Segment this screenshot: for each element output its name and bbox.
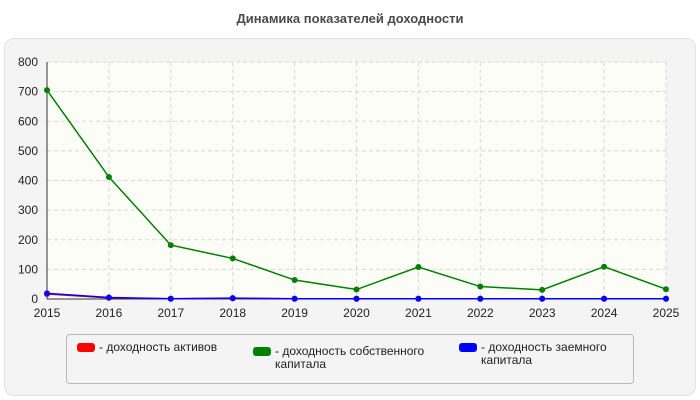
data-point: [539, 295, 546, 302]
x-tick-label: 2018: [219, 306, 246, 320]
x-tick-label: 2020: [343, 306, 370, 320]
data-point: [291, 295, 298, 302]
legend-item-debt: - доходность заемного капитала: [459, 341, 641, 367]
data-point: [167, 295, 174, 302]
series-2: [44, 290, 669, 302]
x-tick-labels: 2015 2016 2017 2018 2019 2020 2021 2022 2023 2024…: [34, 306, 680, 320]
y-tick-labels: 0 100 200 300 400 500 600 700 800: [18, 55, 38, 306]
y-tick-label: 800: [18, 55, 38, 69]
data-point: [353, 295, 360, 302]
data-point: [105, 173, 112, 180]
data-point: [105, 294, 112, 301]
y-tick-label: 600: [18, 114, 38, 128]
y-tick-label: 0: [31, 292, 38, 306]
data-point: [477, 283, 484, 290]
legend-swatch-green: [253, 347, 271, 356]
x-tick-label: 2025: [653, 306, 680, 320]
y-tick-label: 500: [18, 144, 38, 158]
data-point: [601, 295, 608, 302]
x-tick-label: 2024: [591, 306, 618, 320]
x-tick-label: 2023: [529, 306, 556, 320]
x-tick-label: 2016: [96, 306, 123, 320]
data-point: [167, 242, 174, 249]
y-tick-label: 300: [18, 203, 38, 217]
series-1: [44, 87, 669, 293]
legend-item-assets: - доходность активов: [77, 341, 259, 354]
chart-title: Динамика показателей доходности: [236, 11, 464, 26]
data-point: [44, 290, 50, 297]
data-point: [229, 255, 236, 262]
data-point: [539, 286, 546, 293]
legend-swatch-red: [77, 343, 95, 352]
y-tick-label: 700: [18, 85, 38, 99]
y-tick-label: 400: [18, 174, 38, 188]
data-point: [291, 277, 298, 284]
data-point: [229, 295, 236, 302]
x-tick-label: 2021: [405, 306, 432, 320]
x-tick-label: 2017: [157, 306, 184, 320]
data-point: [353, 286, 360, 293]
legend-swatch-blue: [459, 343, 477, 352]
data-point: [44, 87, 50, 94]
data-point: [663, 286, 669, 293]
x-tick-label: 2015: [34, 306, 61, 320]
y-tick-label: 100: [18, 262, 38, 276]
data-point: [663, 295, 669, 302]
legend: - доходность активов - доходность собств…: [66, 334, 634, 384]
legend-label: - доходность активов: [99, 340, 218, 354]
y-tick-label: 200: [18, 233, 38, 247]
data-point: [601, 263, 608, 270]
legend-label: - доходность заемного капитала: [481, 340, 607, 367]
data-point: [415, 264, 422, 271]
data-point: [415, 295, 422, 302]
legend-label: - доходность собственного капитала: [275, 344, 425, 371]
series-lines: [44, 87, 669, 302]
legend-item-equity: - доходность собственного капитала: [253, 345, 435, 371]
x-tick-label: 2022: [467, 306, 494, 320]
x-tick-label: 2019: [281, 306, 308, 320]
data-point: [477, 295, 484, 302]
